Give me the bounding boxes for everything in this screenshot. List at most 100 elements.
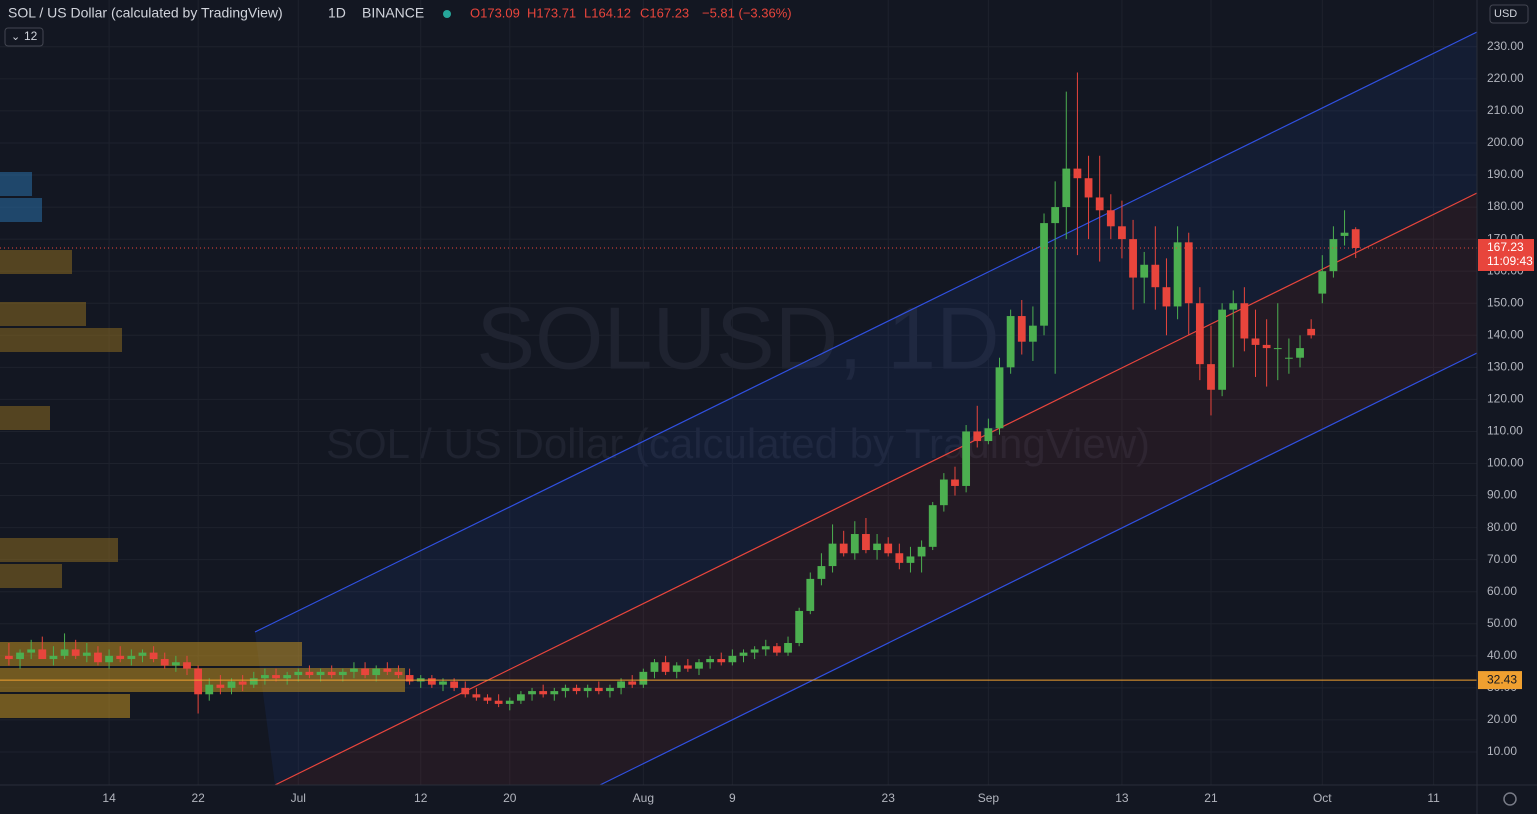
y-tick-label: 50.00 <box>1487 616 1517 630</box>
x-tick-label: 23 <box>882 791 896 805</box>
x-tick-label: 14 <box>102 791 116 805</box>
candle-body <box>27 649 36 653</box>
countdown-label: 11:09:43 <box>1487 254 1533 268</box>
candle-body <box>439 681 447 685</box>
candle-body <box>1095 197 1104 211</box>
candle-body <box>405 675 414 682</box>
candle-body <box>427 678 436 685</box>
candle-body <box>472 694 481 698</box>
candle-body <box>1173 242 1182 307</box>
candle-body <box>94 652 102 663</box>
y-tick-label: 120.00 <box>1487 392 1524 406</box>
candle-body <box>939 479 948 506</box>
candle-body <box>361 668 369 676</box>
last-price-box <box>1478 239 1534 272</box>
y-tick-label: 40.00 <box>1487 648 1517 662</box>
channel-upper-fill <box>255 32 1477 785</box>
x-tick-label: Oct <box>1313 791 1332 805</box>
candle-body <box>661 662 670 672</box>
y-tick-label: 80.00 <box>1487 520 1517 534</box>
settings-icon[interactable] <box>1503 792 1517 806</box>
candle-body <box>272 675 280 679</box>
candle-body <box>316 671 325 676</box>
x-tick-label: Aug <box>633 791 654 805</box>
currency[interactable]: USD <box>1494 8 1517 20</box>
candle-body <box>594 687 603 692</box>
candle-body <box>1307 328 1316 336</box>
candle-body <box>1329 239 1338 272</box>
x-tick-label: 11 <box>1427 791 1440 805</box>
candle-body <box>806 578 815 611</box>
candle-body <box>617 681 625 688</box>
candle-body <box>505 700 514 704</box>
axes: 10.0020.0030.0040.0050.0060.0070.0080.00… <box>102 39 1534 805</box>
candle-body <box>338 671 347 676</box>
candle-body <box>183 662 191 669</box>
watermark-description: SOL / US Dollar (calculated by TradingVi… <box>326 420 1150 467</box>
candle-body <box>450 681 459 688</box>
candle-body <box>561 687 570 692</box>
y-tick-label: 230.00 <box>1487 39 1524 53</box>
candle-body <box>962 431 971 486</box>
candle-body <box>1029 325 1037 342</box>
candle-body <box>1106 210 1115 227</box>
candle-body <box>750 649 759 653</box>
candle-body <box>695 662 703 669</box>
candle-body <box>1240 303 1249 339</box>
x-tick-label: 21 <box>1204 791 1218 805</box>
candle-body <box>71 649 80 656</box>
y-tick-label: 90.00 <box>1487 488 1517 502</box>
candle-body <box>728 655 737 663</box>
ohlc-open: O173.09 <box>470 5 520 20</box>
candle-body <box>683 665 692 669</box>
candle-body <box>171 662 180 666</box>
interval: 1D <box>328 5 346 21</box>
x-tick-label: 12 <box>414 791 428 805</box>
x-tick-label: 9 <box>729 791 736 805</box>
status-dot <box>443 10 451 18</box>
candle-body <box>1195 303 1204 365</box>
candle-body <box>494 700 503 704</box>
candle-body <box>1129 239 1137 278</box>
candle-body <box>1073 168 1082 179</box>
indicator-toggle[interactable] <box>4 27 44 47</box>
candle-body <box>394 671 403 676</box>
candle-body <box>238 681 247 685</box>
candle-body <box>82 652 91 656</box>
candle-body <box>60 649 69 656</box>
candle-body <box>773 646 781 653</box>
x-tick-label: Jul <box>291 791 306 805</box>
y-tick-label: 210.00 <box>1487 103 1524 117</box>
candle-body <box>1296 348 1304 358</box>
candle-body <box>1184 242 1193 304</box>
candle-body <box>116 655 125 660</box>
candle-body <box>5 655 13 660</box>
y-tick-label: 20.00 <box>1487 712 1517 726</box>
candle-body <box>1162 287 1171 307</box>
candle-body <box>1318 271 1327 294</box>
candle-body <box>461 687 470 695</box>
candle-body <box>572 687 581 692</box>
candle-body <box>149 652 158 660</box>
candle-body <box>1218 309 1227 390</box>
candle-body <box>1084 178 1093 198</box>
candle-body <box>294 671 303 676</box>
y-tick-label: 200.00 <box>1487 135 1524 149</box>
candle-body <box>706 659 715 663</box>
level-label: 32.43 <box>1487 672 1517 686</box>
candle-body <box>261 675 269 679</box>
watermark-symbol: SOLUSD, 1D <box>476 288 999 387</box>
candle-body <box>984 428 993 442</box>
currency-button[interactable] <box>1489 4 1529 24</box>
candle-body <box>138 652 147 656</box>
candle-body <box>1340 232 1349 236</box>
candle-body <box>38 649 47 660</box>
candle-body <box>839 543 848 554</box>
channel-middle <box>274 192 1478 786</box>
candle-body <box>862 534 870 551</box>
ohlc-low: L164.12 <box>584 5 631 20</box>
exchange: BINANCE <box>362 5 424 21</box>
candle-body <box>717 659 726 663</box>
indicator-count[interactable]: 12 <box>24 29 38 43</box>
candle-body <box>995 367 1004 429</box>
